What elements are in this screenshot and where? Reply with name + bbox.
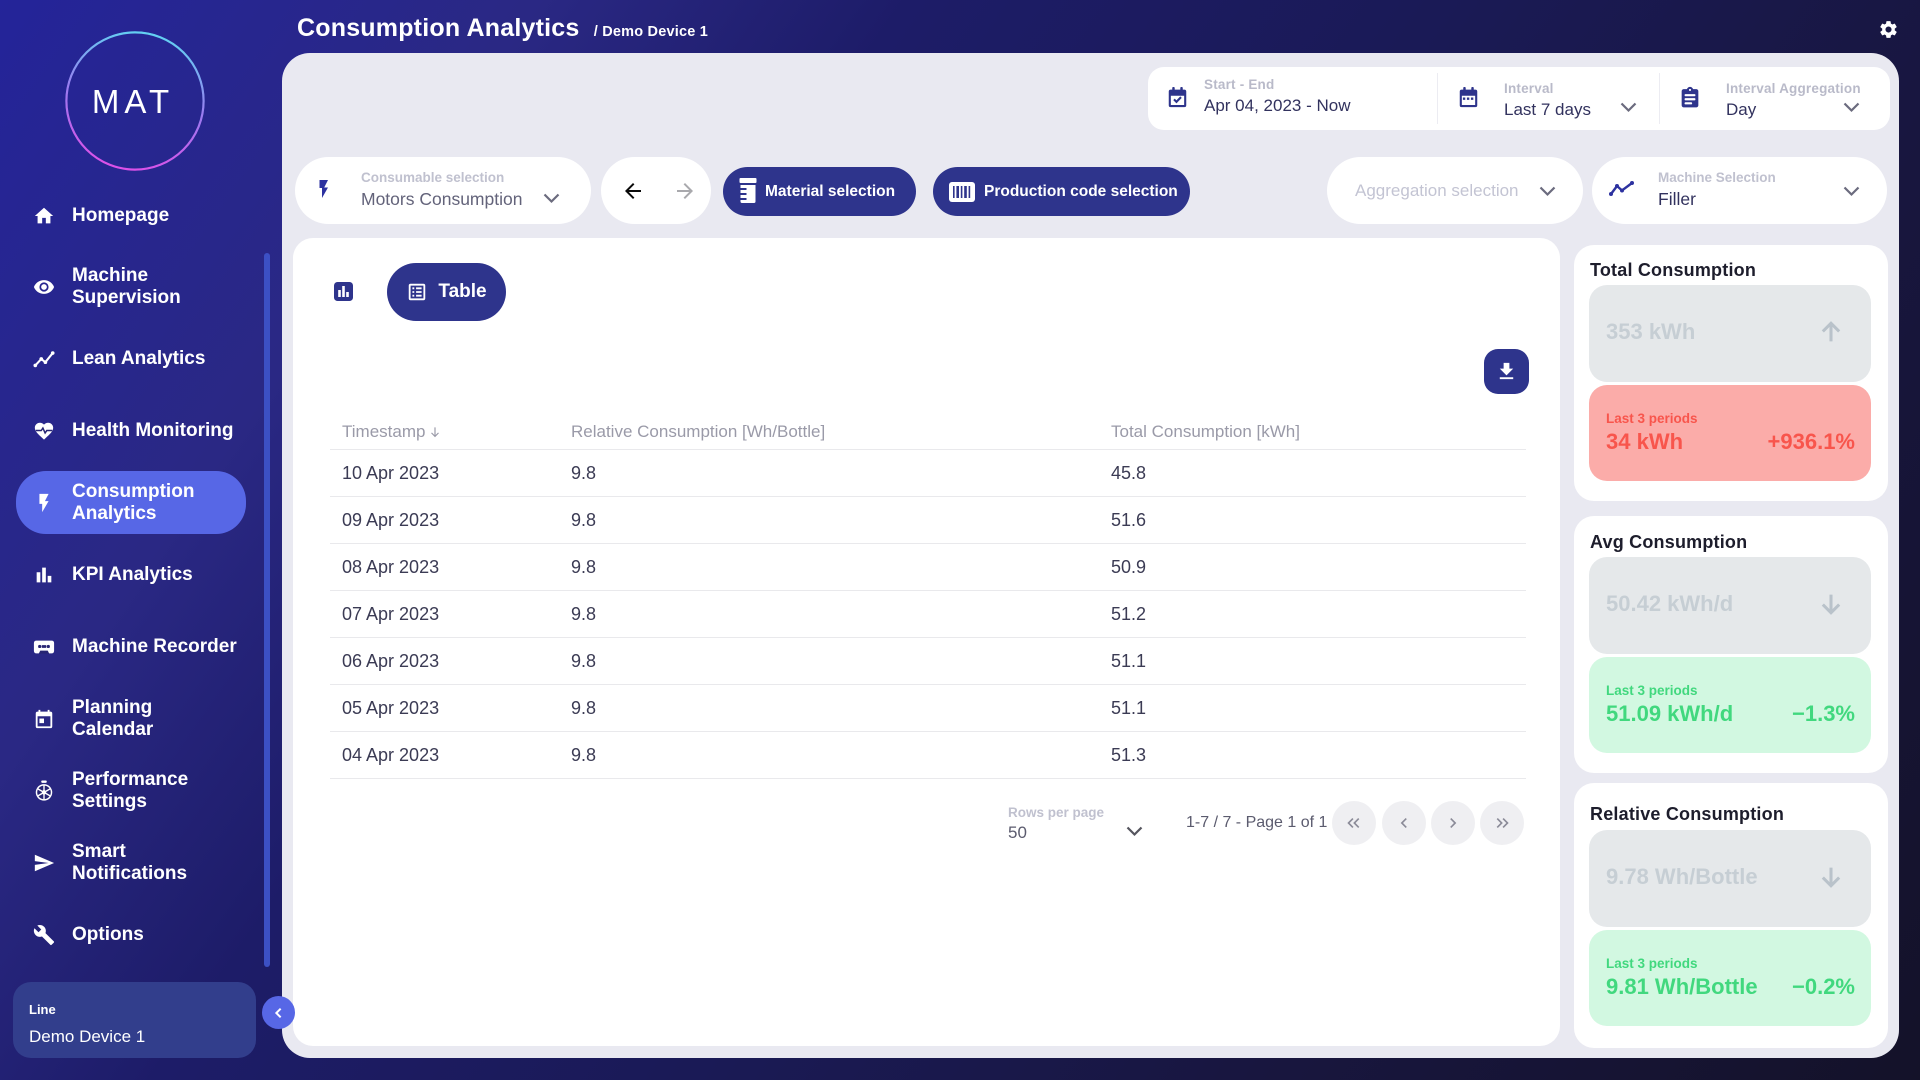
svg-text:MAT: MAT	[92, 83, 174, 120]
